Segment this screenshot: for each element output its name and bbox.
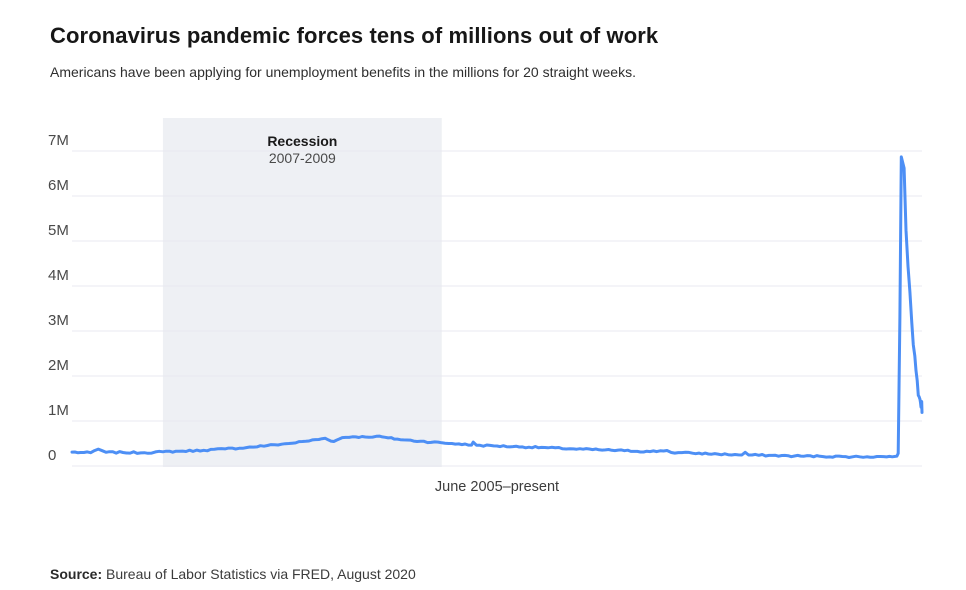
- chart-subtitle: Americans have been applying for unemplo…: [50, 64, 636, 80]
- y-axis-tick-label: 1M: [48, 402, 69, 419]
- y-axis-tick-label: 5M: [48, 222, 69, 239]
- y-axis-tick-label: 7M: [48, 132, 69, 149]
- source-text: Bureau of Labor Statistics via FRED, Aug…: [102, 566, 416, 582]
- claims-line-series: [70, 155, 924, 459]
- x-axis-range-label: June 2005–present: [434, 479, 560, 495]
- source-label: Source:: [50, 566, 103, 582]
- recession-band: [162, 118, 442, 467]
- recession-band-years: 2007-2009: [269, 150, 336, 166]
- y-axis-tick-label: 4M: [48, 267, 69, 284]
- recession-band-label: Recession: [267, 133, 337, 149]
- y-axis-tick-label: 0: [48, 447, 56, 464]
- y-axis-tick-label: 2M: [48, 357, 69, 374]
- y-axis-tick-label: 6M: [48, 177, 69, 194]
- y-axis-tick-label: 3M: [48, 312, 69, 329]
- source-note: Source: Bureau of Labor Statistics via F…: [50, 566, 416, 582]
- chart-area: 0 1M 2M 3M 4M 5M 6M 7M Recession 2007-2009: [0, 105, 966, 500]
- chart-title: Coronavirus pandemic forces tens of mill…: [50, 23, 659, 48]
